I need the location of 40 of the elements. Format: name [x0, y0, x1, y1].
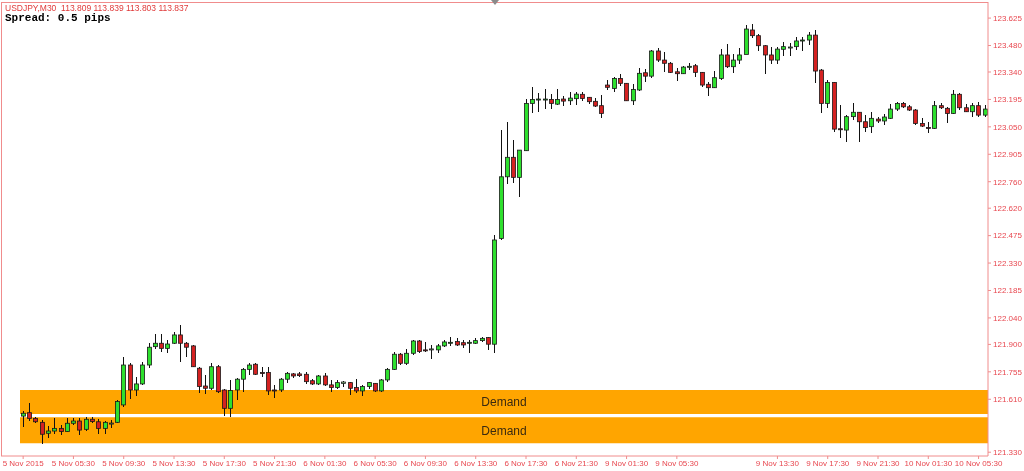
x-tick-label: 5 Nov 13:30	[152, 459, 197, 468]
chart-title: USDJPY,M30 113.809 113.839 113.803 113.837	[5, 3, 189, 13]
candlestick	[147, 342, 152, 369]
y-tick-label: 122.330	[993, 258, 1023, 268]
text: Spread: 0.5 pips	[5, 12, 111, 25]
x-tick-label: 5 Nov 09:30	[102, 459, 146, 468]
x-tick-label: 9 Nov 17:30	[806, 459, 850, 468]
x-tick-label: 6 Nov 21:30	[554, 459, 599, 468]
x-tick-label: 6 Nov 17:30	[504, 459, 549, 468]
y-tick-label: 123.625	[993, 13, 1023, 23]
x-tick-label: 5 Nov 2015	[2, 459, 45, 468]
x-tick-label: 5 Nov 21:30	[253, 459, 297, 468]
y-tick-label: 121.330	[993, 448, 1023, 458]
band-label: Demand	[481, 423, 527, 438]
x-tick-label: 9 Nov 05:30	[655, 459, 699, 468]
y-tick-label: 123.340	[993, 67, 1023, 77]
x-tick-label: 10 Nov 05:30	[954, 459, 1003, 468]
x-tick-label: 6 Nov 01:30	[303, 459, 347, 468]
y-tick-label: 122.475	[993, 231, 1023, 241]
x-tick-label: 9 Nov 01:30	[605, 459, 649, 468]
y-tick-label: 122.905	[993, 150, 1023, 160]
y-tick-label: 121.755	[993, 367, 1023, 377]
y-tick-label: 123.195	[993, 95, 1023, 105]
x-tick-label: 6 Nov 09:30	[403, 459, 448, 468]
x-tick-label: 6 Nov 05:30	[353, 459, 398, 468]
band-label: Demand	[481, 395, 527, 410]
x-tick-label: 6 Nov 13:30	[454, 459, 498, 468]
x-tick-label: 9 Nov 13:30	[755, 459, 800, 468]
y-tick-label: 122.185	[993, 286, 1023, 296]
y-tick-label: 123.050	[993, 122, 1023, 132]
y-tick-label: 122.040	[993, 313, 1023, 323]
x-tick-label: 10 Nov 01:30	[904, 459, 953, 468]
x-tick-label: 9 Nov 21:30	[856, 459, 901, 468]
x-tick-label: 5 Nov 05:30	[51, 459, 96, 468]
y-tick-label: 122.620	[993, 204, 1023, 214]
y-tick-label: 121.900	[993, 340, 1023, 350]
y-tick-label: 121.610	[993, 395, 1023, 405]
x-tick-label: 5 Nov 17:30	[202, 459, 247, 468]
y-tick-label: 123.480	[993, 41, 1023, 51]
y-tick-label: 122.760	[993, 177, 1023, 187]
